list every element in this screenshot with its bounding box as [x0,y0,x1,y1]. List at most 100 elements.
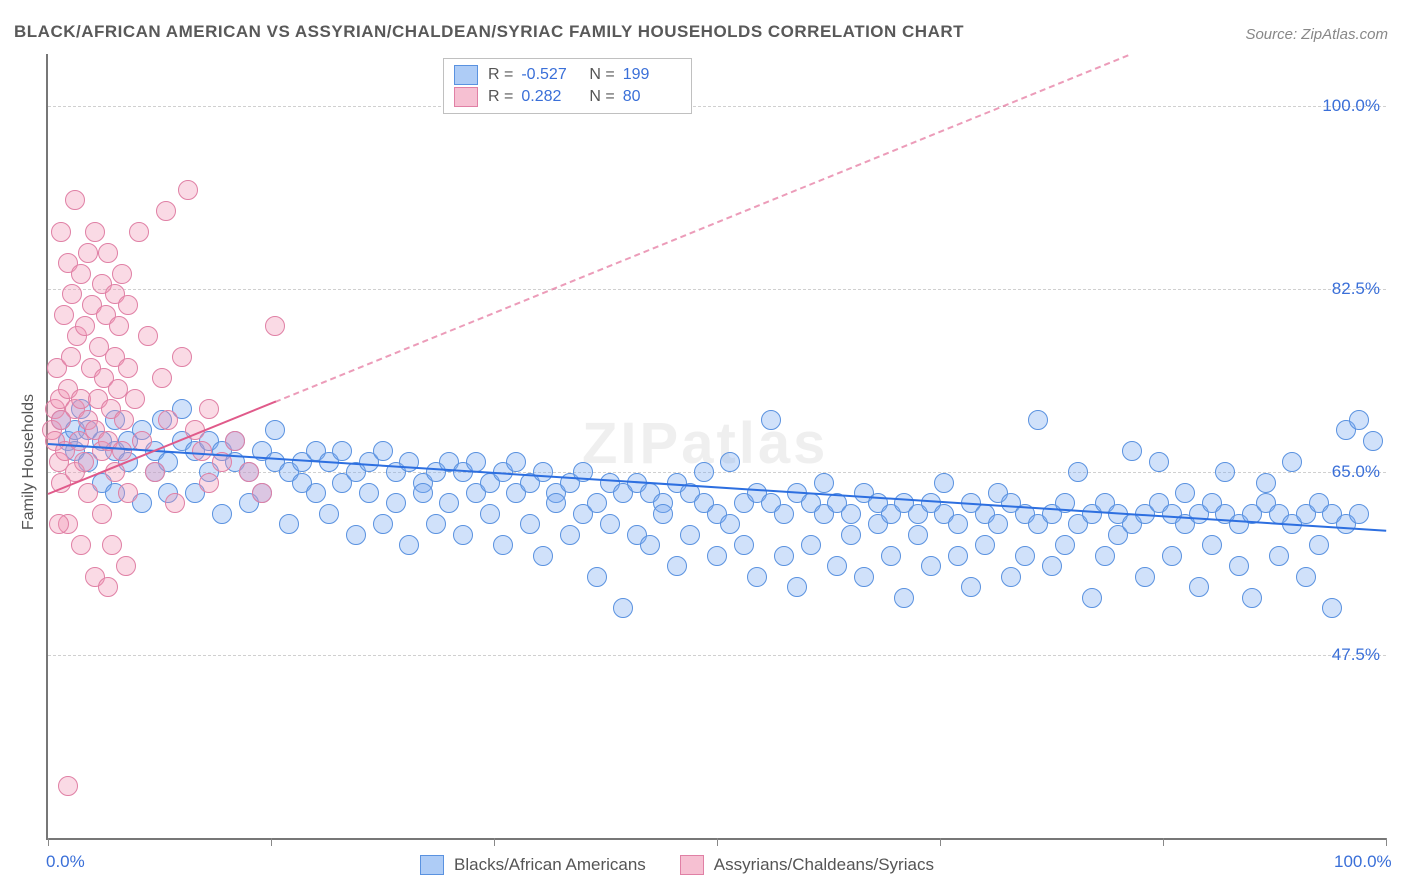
data-point [1095,546,1115,566]
data-point [125,389,145,409]
data-point [1215,462,1235,482]
data-point [466,452,486,472]
data-point [493,535,513,555]
stat-n-value: 199 [623,66,681,84]
legend-stats-box: R =-0.527N =199R =0.282N =80 [443,58,692,114]
data-point [720,452,740,472]
data-point [1055,535,1075,555]
gridline [48,289,1386,290]
data-point [1269,546,1289,566]
data-point [774,546,794,566]
x-tick [1386,838,1387,846]
y-tick-label: 65.0% [1332,462,1380,482]
legend-swatch [454,65,478,85]
data-point [787,577,807,597]
data-point [841,504,861,524]
data-point [761,410,781,430]
x-axis-label: 0.0% [46,852,85,872]
data-point [560,525,580,545]
stat-r-label: R = [488,88,513,106]
data-point [640,535,660,555]
data-point [694,462,714,482]
data-point [1082,588,1102,608]
data-point [520,514,540,534]
data-point [51,222,71,242]
y-tick-label: 47.5% [1332,645,1380,665]
data-point [613,598,633,618]
data-point [653,504,673,524]
data-point [373,514,393,534]
data-point [71,535,91,555]
data-point [814,473,834,493]
data-point [78,483,98,503]
data-point [118,483,138,503]
y-tick-label: 82.5% [1332,279,1380,299]
data-point [239,462,259,482]
stat-n-value: 80 [623,88,681,106]
data-point [961,577,981,597]
data-point [894,588,914,608]
stat-r-value: 0.282 [521,88,579,106]
data-point [158,410,178,430]
data-point [85,222,105,242]
data-point [386,493,406,513]
source-label: Source: ZipAtlas.com [1245,26,1388,43]
data-point [112,441,132,461]
data-point [156,201,176,221]
data-point [114,410,134,430]
data-point [587,567,607,587]
data-point [199,473,219,493]
data-point [152,368,172,388]
data-point [480,504,500,524]
data-point [373,441,393,461]
data-point [102,535,122,555]
gridline [48,106,1386,107]
data-point [252,483,272,503]
data-point [332,441,352,461]
data-point [707,546,727,566]
data-point [774,504,794,524]
data-point [116,556,136,576]
data-point [359,483,379,503]
x-tick [717,838,718,846]
data-point [934,473,954,493]
data-point [841,525,861,545]
data-point [192,441,212,461]
data-point [1202,535,1222,555]
data-point [319,504,339,524]
data-point [1068,462,1088,482]
data-point [600,514,620,534]
data-point [1363,431,1383,451]
data-point [92,504,112,524]
data-point [1122,441,1142,461]
data-point [1256,473,1276,493]
data-point [62,284,82,304]
data-point [138,326,158,346]
data-point [1309,535,1329,555]
data-point [1296,567,1316,587]
bottom-legend: Blacks/African Americans Assyrians/Chalde… [420,855,958,875]
legend-label: Blacks/African Americans [454,855,646,875]
data-point [212,504,232,524]
x-tick [940,838,941,846]
data-point [546,493,566,513]
data-point [1229,556,1249,576]
data-point [921,556,941,576]
legend-label: Assyrians/Chaldeans/Syriacs [714,855,934,875]
data-point [948,514,968,534]
data-point [1162,546,1182,566]
data-point [74,452,94,472]
data-point [908,525,928,545]
x-axis-label: 100.0% [1334,852,1392,872]
data-point [413,483,433,503]
y-axis-title: Family Households [20,394,38,530]
data-point [426,514,446,534]
data-point [1322,598,1342,618]
data-point [1028,410,1048,430]
data-point [225,431,245,451]
data-point [1349,504,1369,524]
data-point [145,462,165,482]
data-point [827,556,847,576]
data-point [587,493,607,513]
y-tick-label: 100.0% [1322,96,1380,116]
